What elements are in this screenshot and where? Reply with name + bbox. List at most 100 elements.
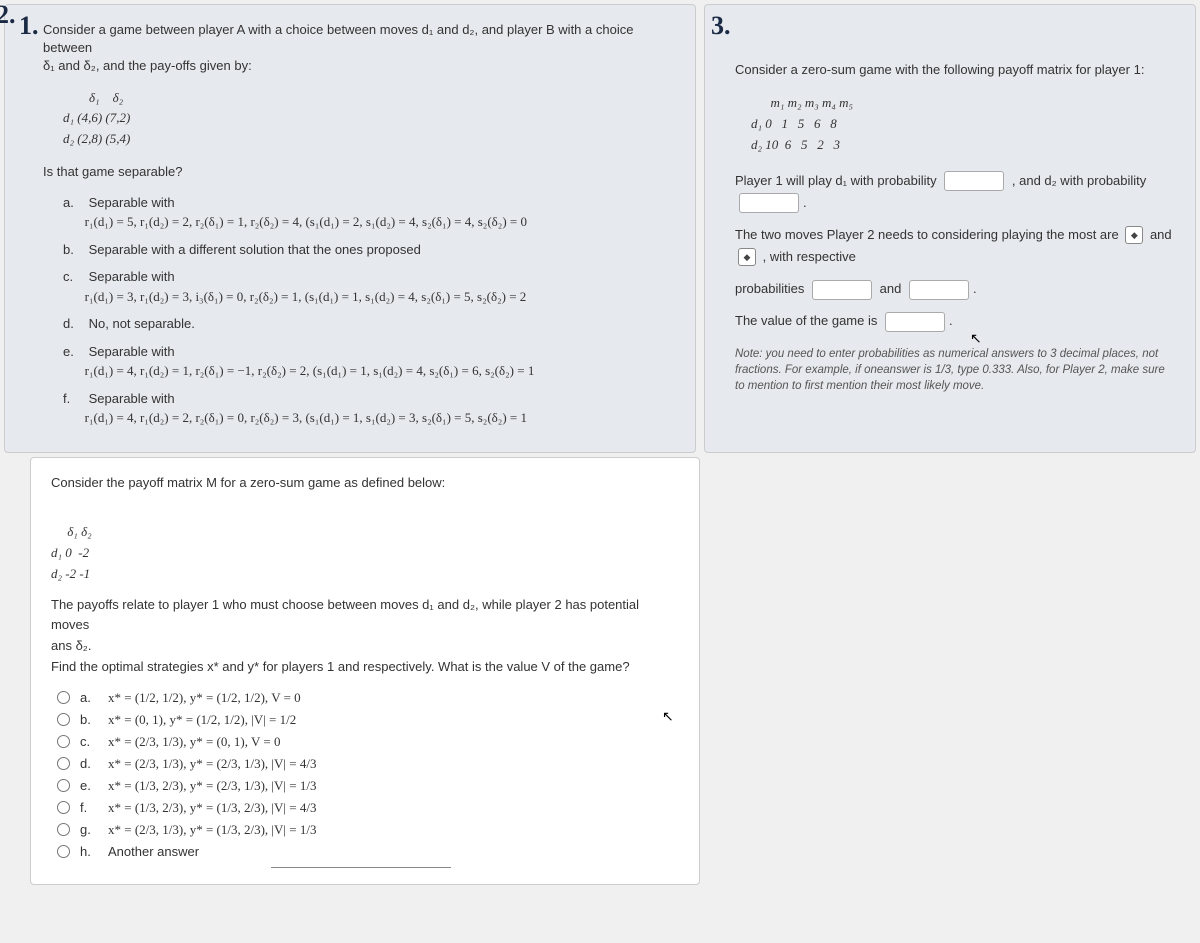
q2-option-g[interactable]: g.x* = (2/3, 1/3), y* = (1/3, 2/3), |V| … <box>57 822 679 838</box>
q1-option-f[interactable]: f. Separable with r₁(d₁) = 4, r₁(d₂) = 2… <box>63 389 675 428</box>
radio-input[interactable] <box>57 691 70 704</box>
option-label: c. <box>63 267 85 287</box>
radio-input[interactable] <box>57 845 70 858</box>
option-eq: x* = (1/3, 2/3), y* = (2/3, 1/3), |V| = … <box>108 778 316 794</box>
q1-prompt-line2: δ₁ and δ₂, and the pay-offs given by: <box>43 58 252 73</box>
cursor-icon: ↖ <box>662 708 674 725</box>
option-equation: r₁(d₁) = 3, r₁(d₂) = 3, i₃(δ₁) = 0, r₂(δ… <box>85 289 527 304</box>
q2-options-list: a. x* = (1/2, 1/2), y* = (1/2, 1/2), V = … <box>57 690 679 859</box>
q2-matrix-row1: d₁ 0 -2 <box>51 543 679 564</box>
option-eq: x* = (2/3, 1/3), y* = (1/3, 2/3), |V| = … <box>108 822 316 838</box>
option-label: b. <box>80 712 98 727</box>
q2-option-f[interactable]: f. x* = (1/3, 2/3), y* = (1/3, 2/3), |V| … <box>57 800 679 816</box>
game-value-input[interactable] <box>885 312 945 332</box>
q2-matrix-row2: d₂ -2 -1 <box>51 564 679 585</box>
q1-matrix-row1: d₁ (4,6) (7,2) <box>63 108 675 129</box>
q3-r2and: and <box>1150 227 1172 242</box>
option-text: No, not separable. <box>89 316 195 331</box>
q3-row4: The value of the game is . ↖ <box>735 310 1175 332</box>
q3-matrix-row1: d₁ 0 1 5 6 8 <box>751 114 1175 135</box>
radio-input[interactable] <box>57 801 70 814</box>
q3-matrix-row2: d₂ 10 6 5 2 3 <box>751 135 1175 156</box>
option-label: f. <box>80 800 98 815</box>
q3-matrix-header: m₁ m₂ m₃ m₄ m₅ <box>751 93 1175 114</box>
option-equation: r₁(d₁) = 4, r₁(d₂) = 2, r₂(δ₁) = 0, r₂(δ… <box>85 410 527 425</box>
q2-option-b[interactable]: b. x* = (0, 1), y* = (1/2, 1/2), |V| = 1/… <box>57 712 679 728</box>
q3-number: 3. <box>711 11 731 41</box>
q3-r3and: and <box>880 281 902 296</box>
q1-matrix-row2: d₂ (2,8) (5,4) <box>63 129 675 150</box>
q3-row3: probabilities and . <box>735 278 1175 300</box>
option-equation: r₁(d₁) = 4, r₁(d₂) = 1, r₂(δ₁) = −1, r₂(… <box>85 363 535 378</box>
q2-body2: ans δ₂. <box>51 636 679 657</box>
q1-number: 1. <box>19 11 39 41</box>
q3-r2a: The two moves Player 2 needs to consider… <box>735 227 1119 242</box>
option-text: Separable with <box>89 391 175 406</box>
q2-option-a[interactable]: a. x* = (1/2, 1/2), y* = (1/2, 1/2), V = … <box>57 690 679 706</box>
question-2-panel: 2. Consider the payoff matrix M for a ze… <box>30 457 700 885</box>
option-label: d. <box>80 756 98 771</box>
option-label: a. <box>63 193 85 213</box>
option-equation: r₁(d₁) = 5, r₁(d₂) = 2, r₂(δ₁) = 1, r₂(δ… <box>85 214 527 229</box>
q2-option-c[interactable]: c. x* = (2/3, 1/3), y* = (0, 1), V = 0 <box>57 734 679 750</box>
question-2-container: 2. Consider the payoff matrix M for a ze… <box>0 457 700 885</box>
option-label: b. <box>63 240 85 260</box>
radio-input[interactable] <box>57 713 70 726</box>
q3-row2: The two moves Player 2 needs to consider… <box>735 224 1175 268</box>
q3-prompt: Consider a zero-sum game with the follow… <box>735 61 1175 79</box>
prob-move2-input[interactable] <box>909 280 969 300</box>
q3-r4: The value of the game is <box>735 313 877 328</box>
radio-input[interactable] <box>57 757 70 770</box>
option-text: Separable with <box>89 269 175 284</box>
prob-d2-input[interactable] <box>739 193 799 213</box>
q3-payoff-matrix: m₁ m₂ m₃ m₄ m₅ d₁ 0 1 5 6 8 d₂ 10 6 5 2 … <box>751 93 1175 155</box>
radio-input[interactable] <box>57 823 70 836</box>
q2-option-h[interactable]: h. Another answer <box>57 844 679 859</box>
option-eq: x* = (1/2, 1/2), y* = (1/2, 1/2), V = 0 <box>108 690 301 706</box>
cursor-icon: ↖ <box>970 327 982 351</box>
q1-options-list: a. Separable with r₁(d₁) = 5, r₁(d₂) = 2… <box>63 193 675 428</box>
divider <box>271 867 451 868</box>
option-eq: x* = (2/3, 1/3), y* = (2/3, 1/3), |V| = … <box>108 756 316 772</box>
q2-body1: The payoffs relate to player 1 who must … <box>51 595 679 637</box>
q1-option-a[interactable]: a. Separable with r₁(d₁) = 5, r₁(d₂) = 2… <box>63 193 675 232</box>
q1-option-c[interactable]: c. Separable with r₁(d₁) = 3, r₁(d₂) = 3… <box>63 267 675 306</box>
option-text: Separable with <box>89 344 175 359</box>
move-select-1[interactable]: ◆ <box>1125 226 1143 244</box>
option-label: e. <box>80 778 98 793</box>
q1-option-b[interactable]: b. Separable with a different solution t… <box>63 240 675 260</box>
q3-r1a: Player 1 will play d₁ with probability <box>735 173 937 188</box>
option-eq: x* = (1/3, 2/3), y* = (1/3, 2/3), |V| = … <box>108 800 316 816</box>
move-select-2[interactable]: ◆ <box>738 248 756 266</box>
option-eq: x* = (2/3, 1/3), y* = (0, 1), V = 0 <box>108 734 280 750</box>
q2-option-e[interactable]: e. x* = (1/3, 2/3), y* = (2/3, 1/3), |V| … <box>57 778 679 794</box>
q3-r2b: , with respective <box>763 249 856 264</box>
radio-input[interactable] <box>57 779 70 792</box>
option-label: c. <box>80 734 98 749</box>
q1-option-d[interactable]: d. No, not separable. <box>63 314 675 334</box>
question-1-panel: 1. Consider a game between player A with… <box>4 4 696 453</box>
option-text: Separable with <box>89 195 175 210</box>
q2-prompt: Consider the payoff matrix M for a zero-… <box>51 474 679 492</box>
q1-prompt-line1: Consider a game between player A with a … <box>43 22 633 55</box>
prob-d1-input[interactable] <box>944 171 1004 191</box>
question-3-panel: 3. Consider a zero-sum game with the fol… <box>704 4 1196 453</box>
q1-matrix-header: δ₁ δ₂ <box>63 88 675 109</box>
option-label: a. <box>80 690 98 705</box>
option-label: d. <box>63 314 85 334</box>
q1-prompt: Consider a game between player A with a … <box>43 21 675 76</box>
q2-number: 2. <box>0 0 16 30</box>
q2-matrix-header: δ₁ δ₂ <box>51 522 679 543</box>
radio-input[interactable] <box>57 735 70 748</box>
q1-option-e[interactable]: e. Separable with r₁(d₁) = 4, r₁(d₂) = 1… <box>63 342 675 381</box>
q2-body3: Find the optimal strategies x* and y* fo… <box>51 657 679 678</box>
option-eq: Another answer <box>108 844 199 859</box>
q2-payoff-matrix: δ₁ δ₂ d₁ 0 -2 d₂ -2 -1 <box>51 522 679 584</box>
option-label: h. <box>80 844 98 859</box>
q1-payoff-matrix: δ₁ δ₂ d₁ (4,6) (7,2) d₂ (2,8) (5,4) <box>63 88 675 150</box>
option-eq: x* = (0, 1), y* = (1/2, 1/2), |V| = 1/2 <box>108 712 296 728</box>
q1-stem: Is that game separable? <box>43 164 675 179</box>
q2-option-d[interactable]: d. x* = (2/3, 1/3), y* = (2/3, 1/3), |V| … <box>57 756 679 772</box>
q3-r3a: probabilities <box>735 281 804 296</box>
prob-move1-input[interactable] <box>812 280 872 300</box>
